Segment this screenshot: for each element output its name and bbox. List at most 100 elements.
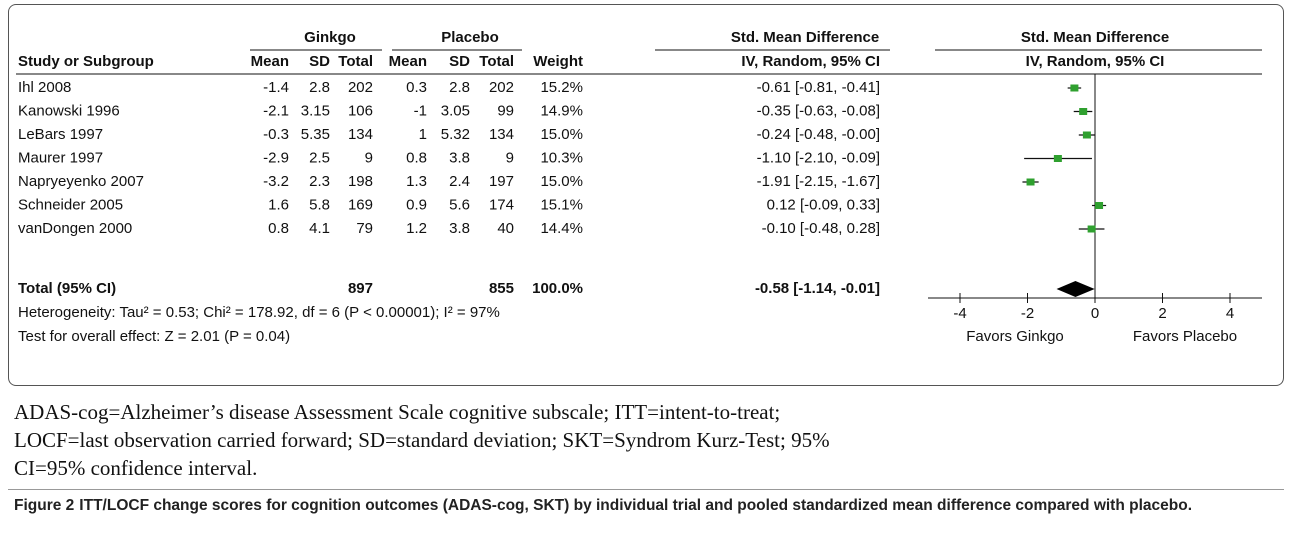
column-header: Total	[338, 53, 373, 70]
table-cell: -2.9	[263, 149, 289, 166]
column-header: Total	[479, 53, 514, 70]
table-cell: 198	[348, 173, 373, 190]
table-cell: -0.3	[263, 126, 289, 143]
group-header: Std. Mean Difference	[731, 29, 879, 46]
x-tick-label: 4	[1226, 305, 1234, 322]
table-cell: 1	[419, 126, 427, 143]
effect-square	[1095, 202, 1104, 209]
effect-square	[1026, 178, 1035, 186]
study-name: Maurer 1997	[18, 149, 103, 166]
table-cell: 2.5	[309, 149, 330, 166]
column-header: Mean	[389, 53, 427, 70]
table-cell: -3.2	[263, 173, 289, 190]
table-cell: 2.8	[449, 79, 470, 96]
table-cell: 9	[506, 149, 514, 166]
forest-header: Std. Mean Difference	[1021, 29, 1169, 46]
table-cell: 0.8	[268, 220, 289, 237]
table-cell: 169	[348, 196, 373, 213]
table-cell: 202	[489, 79, 514, 96]
table-cell: 3.15	[301, 102, 330, 119]
study-name: Schneider 2005	[18, 196, 123, 213]
x-tick-label: -2	[1021, 305, 1034, 322]
table-cell: -0.35 [-0.63, -0.08]	[757, 102, 880, 119]
effect-square	[1082, 131, 1091, 139]
study-name: LeBars 1997	[18, 126, 103, 143]
table-cell: 2.4	[449, 173, 470, 190]
axis-label: Favors Ginkgo	[966, 328, 1064, 345]
column-header: Weight	[533, 53, 583, 70]
table-cell: 1.2	[406, 220, 427, 237]
total-cell: 855	[489, 280, 514, 297]
total-cell: Total (95% CI)	[18, 280, 116, 297]
heterogeneity: Heterogeneity: Tau² = 0.53; Chi² = 178.9…	[18, 304, 500, 321]
table-cell: 79	[356, 220, 373, 237]
column-header: IV, Random, 95% CI	[741, 53, 880, 70]
table-cell: 202	[348, 79, 373, 96]
figure-caption: Figure 2 ITT/LOCF change scores for cogni…	[14, 494, 1280, 518]
table-cell: 40	[497, 220, 514, 237]
table-cell: 3.8	[449, 149, 470, 166]
table-cell: 3.05	[441, 102, 470, 119]
table-cell: 14.9%	[540, 102, 583, 119]
total-cell: 897	[348, 280, 373, 297]
caption-label: Figure 2	[14, 497, 75, 514]
table-cell: 99	[497, 102, 514, 119]
abbreviation-notes: ADAS-cog=Alzheimer’s disease Assessment …	[14, 398, 830, 482]
table-cell: 5.35	[301, 126, 330, 143]
table-cell: 10.3%	[540, 149, 583, 166]
group-header: Ginkgo	[304, 29, 356, 46]
study-name: Kanowski 1996	[18, 102, 120, 119]
x-tick-label: -4	[953, 305, 966, 322]
table-cell: 134	[489, 126, 514, 143]
table-cell: -1.10 [-2.10, -0.09]	[757, 149, 880, 166]
note-line: LOCF=last observation carried forward; S…	[14, 428, 830, 452]
column-header: SD	[449, 53, 470, 70]
table-cell: 5.8	[309, 196, 330, 213]
table-cell: 1.6	[268, 196, 289, 213]
column-header: Study or Subgroup	[18, 53, 154, 70]
table-cell: 9	[365, 149, 373, 166]
column-header: SD	[309, 53, 330, 70]
table-cell: 15.0%	[540, 173, 583, 190]
table-cell: 0.3	[406, 79, 427, 96]
table-cell: 15.1%	[540, 196, 583, 213]
pooled-diamond	[1056, 281, 1095, 297]
axis-label: Favors Placebo	[1133, 328, 1237, 345]
table-cell: 174	[489, 196, 514, 213]
study-name: Napryeyenko 2007	[18, 173, 144, 190]
table-cell: -0.10 [-0.48, 0.28]	[762, 220, 880, 237]
table-cell: 15.2%	[540, 79, 583, 96]
effect-square	[1053, 155, 1062, 162]
table-cell: 5.32	[441, 126, 470, 143]
table-cell: 5.6	[449, 196, 470, 213]
note-line: ADAS-cog=Alzheimer’s disease Assessment …	[14, 400, 781, 424]
table-cell: -0.61 [-0.81, -0.41]	[757, 79, 880, 96]
group-header: Placebo	[441, 29, 499, 46]
note-line: CI=95% confidence interval.	[14, 456, 258, 480]
caption-text: ITT/LOCF change scores for cognition out…	[79, 497, 1192, 514]
table-cell: 0.9	[406, 196, 427, 213]
table-cell: 15.0%	[540, 126, 583, 143]
effect-square	[1079, 108, 1088, 115]
x-tick-label: 2	[1158, 305, 1166, 322]
forest-table: Ginkgo Placebo Std. Mean Difference Study o…	[16, 29, 1262, 345]
table-cell: 4.1	[309, 220, 330, 237]
figure-panel: Ginkgo Placebo Std. Mean Difference Study o…	[8, 4, 1284, 386]
table-cell: 0.8	[406, 149, 427, 166]
table-cell: 134	[348, 126, 373, 143]
x-tick-label: 0	[1091, 305, 1099, 322]
table-cell: 2.3	[309, 173, 330, 190]
overall-effect: Test for overall effect: Z = 2.01 (P = 0…	[18, 328, 290, 345]
forest-header: IV, Random, 95% CI	[1026, 53, 1165, 70]
divider	[8, 489, 1284, 490]
study-name: Ihl 2008	[18, 79, 71, 96]
table-cell: -0.24 [-0.48, -0.00]	[757, 126, 880, 143]
table-cell: 2.8	[309, 79, 330, 96]
table-cell: -2.1	[263, 102, 289, 119]
table-cell: 14.4%	[540, 220, 583, 237]
table-cell: -1.4	[263, 79, 289, 96]
table-cell: 197	[489, 173, 514, 190]
table-cell: 106	[348, 102, 373, 119]
table-cell: 3.8	[449, 220, 470, 237]
